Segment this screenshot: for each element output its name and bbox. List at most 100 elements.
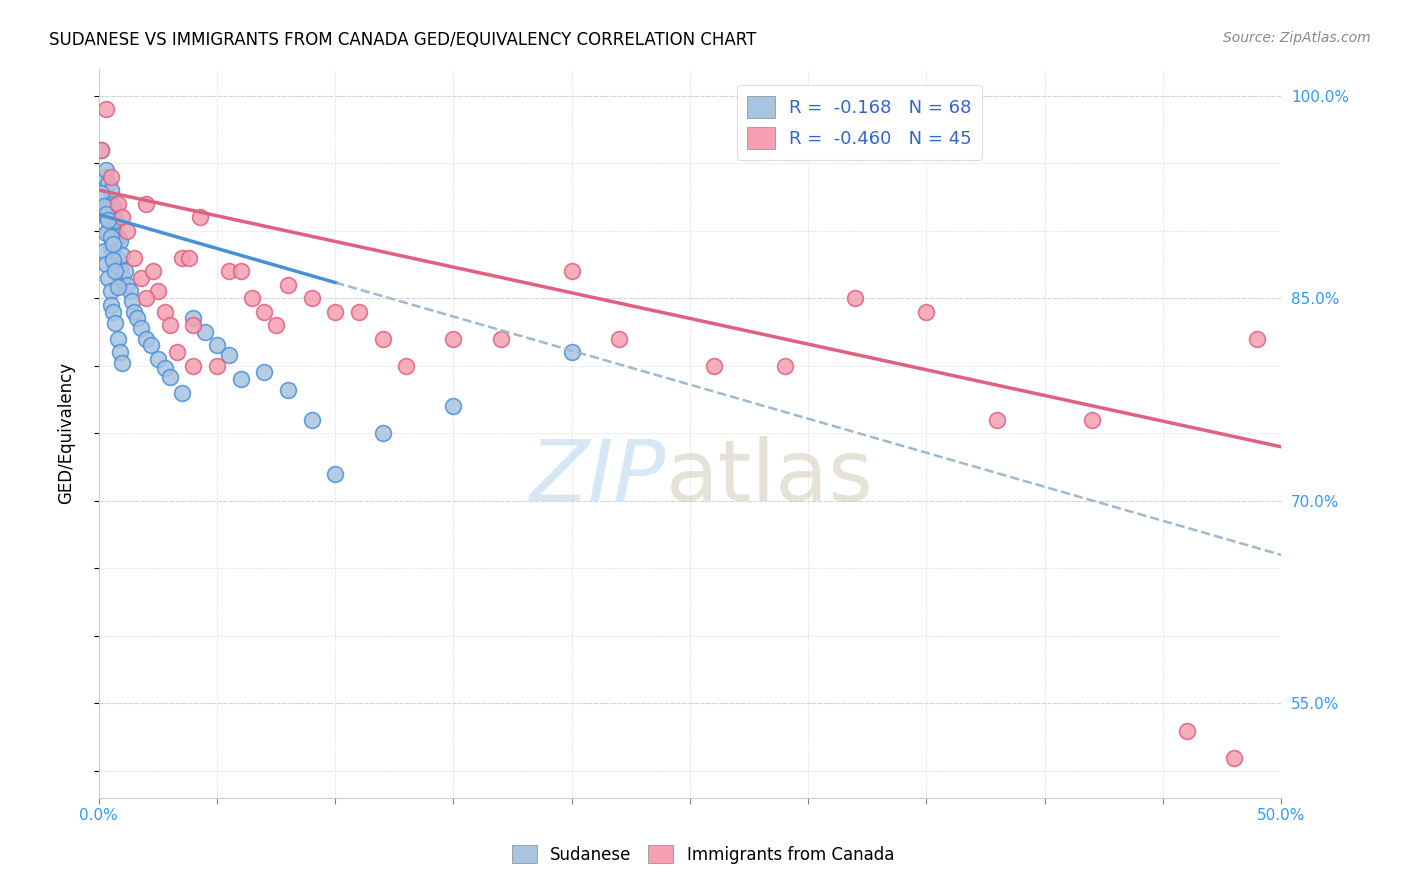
Point (131, 321, 153, 335)
Point (97, 177, 120, 191)
Point (108, 261, 131, 276)
Point (90, 143, 112, 157)
Point (135, 196, 157, 211)
Point (561, 264, 583, 278)
Point (159, 369, 181, 384)
Point (205, 338, 228, 352)
Point (194, 325, 217, 339)
Point (100, 183, 122, 197)
Point (104, 212, 127, 227)
Point (443, 399, 465, 413)
Text: ZIP: ZIP (530, 435, 666, 518)
Text: atlas: atlas (666, 435, 875, 518)
Point (100, 169, 122, 184)
Point (94, 162, 117, 177)
Point (101, 224, 124, 238)
Point (111, 271, 134, 285)
Point (100, 196, 122, 211)
Point (97, 224, 120, 238)
Point (94, 102, 117, 116)
Point (1175, 723, 1198, 738)
Point (264, 318, 287, 333)
Point (323, 467, 346, 481)
Point (146, 351, 169, 366)
Point (101, 304, 124, 318)
Point (108, 235, 131, 249)
Point (101, 199, 124, 213)
Point (107, 196, 129, 211)
Point (94, 207, 117, 221)
Point (205, 359, 228, 373)
Point (561, 345, 583, 359)
Point (108, 345, 131, 359)
Point (170, 385, 193, 400)
Point (915, 304, 938, 318)
Point (218, 348, 240, 362)
Point (371, 426, 394, 441)
Point (93, 169, 115, 184)
Y-axis label: GED/Equivalency: GED/Equivalency (58, 362, 75, 504)
Point (101, 253, 124, 268)
Point (277, 383, 299, 397)
Point (94, 227, 117, 241)
Point (100, 298, 122, 312)
Point (395, 359, 418, 373)
Point (135, 291, 157, 305)
Point (153, 304, 176, 318)
Point (146, 285, 169, 299)
Point (114, 264, 136, 278)
Point (166, 345, 188, 359)
Point (111, 248, 134, 262)
Point (253, 366, 276, 380)
Point (107, 230, 129, 244)
Point (371, 332, 394, 346)
Point (90, 143, 112, 157)
Point (94, 210, 117, 224)
Point (104, 316, 127, 330)
Point (100, 285, 122, 299)
Point (111, 356, 134, 370)
Point (190, 210, 212, 224)
Point (489, 332, 512, 346)
Point (1081, 413, 1104, 427)
Point (107, 253, 129, 268)
Point (100, 217, 122, 231)
Point (93, 199, 115, 213)
Point (97, 271, 120, 285)
Point (229, 372, 252, 386)
Point (115, 277, 138, 292)
Point (93, 203, 115, 218)
Point (253, 304, 276, 318)
Legend: R =  -0.168   N = 68, R =  -0.460   N = 45: R = -0.168 N = 68, R = -0.460 N = 45 (737, 85, 983, 160)
Point (1223, 750, 1246, 764)
Point (139, 338, 162, 352)
Point (844, 291, 866, 305)
Text: SUDANESE VS IMMIGRANTS FROM CANADA GED/EQUIVALENCY CORRELATION CHART: SUDANESE VS IMMIGRANTS FROM CANADA GED/E… (49, 31, 756, 49)
Point (97, 212, 120, 227)
Point (97, 196, 120, 211)
Point (93, 244, 115, 258)
Point (323, 304, 346, 318)
Point (122, 304, 145, 318)
Point (301, 291, 323, 305)
Point (443, 332, 465, 346)
Point (183, 318, 205, 333)
Point (986, 413, 1008, 427)
Point (183, 359, 205, 373)
Point (183, 311, 205, 326)
Point (229, 264, 252, 278)
Point (125, 311, 148, 326)
Point (159, 318, 181, 333)
Point (131, 271, 153, 285)
Point (100, 240, 122, 254)
Point (607, 332, 630, 346)
Point (277, 277, 299, 292)
Point (142, 264, 165, 278)
Point (107, 280, 129, 294)
Point (153, 361, 176, 376)
Point (773, 359, 796, 373)
Point (122, 251, 145, 265)
Point (101, 244, 124, 258)
Point (90, 186, 112, 200)
Point (104, 264, 127, 278)
